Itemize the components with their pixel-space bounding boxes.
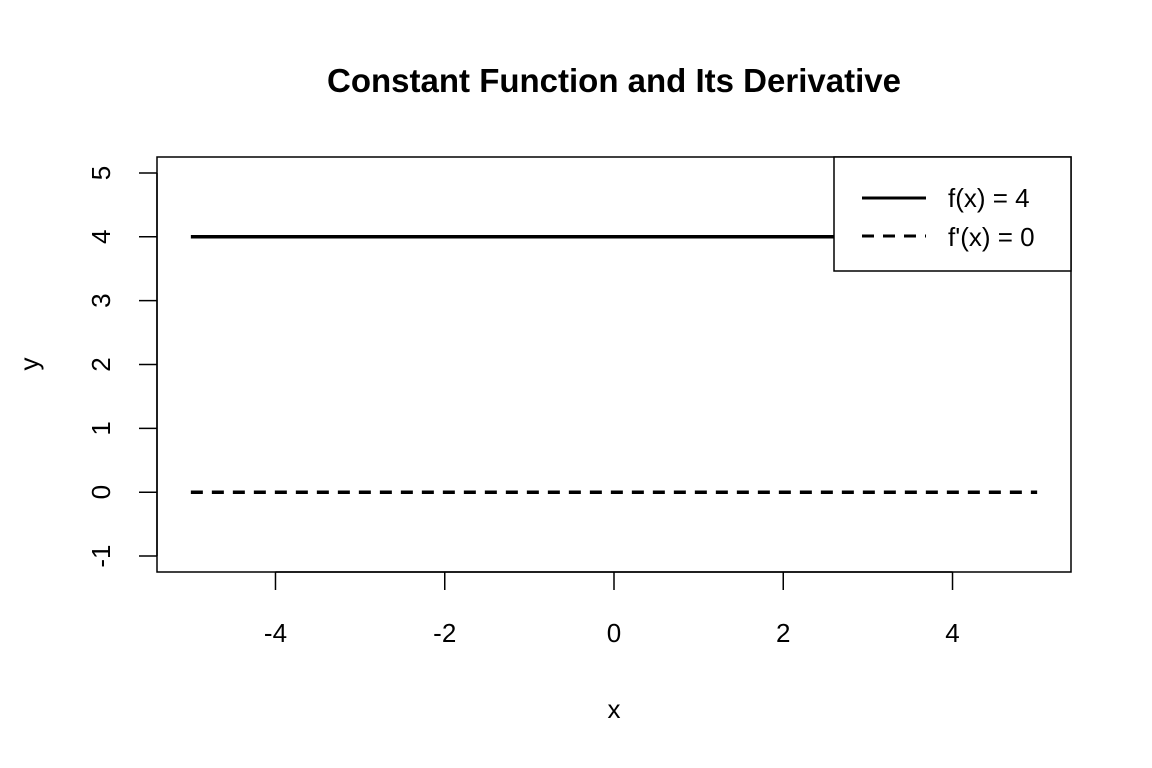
- series-layer: [190, 235, 1038, 494]
- y-tick-label: 2: [86, 357, 116, 371]
- chart-title: Constant Function and Its Derivative: [327, 62, 901, 99]
- x-tick-label: 2: [776, 618, 790, 648]
- legend-label-f: f(x) = 4: [948, 183, 1030, 213]
- y-tick-label: 1: [86, 421, 116, 435]
- y-axis-label: y: [14, 358, 44, 371]
- y-axis: -1 0 1 2 3 4 5: [86, 166, 158, 568]
- x-axis: -4 -2 0 2 4: [264, 571, 960, 648]
- y-tick-label: 0: [86, 485, 116, 499]
- x-tick-label: 0: [607, 618, 621, 648]
- y-tick-label: -1: [86, 544, 116, 567]
- x-tick-label: -2: [433, 618, 456, 648]
- y-tick-label: 3: [86, 293, 116, 307]
- x-tick-label: 4: [945, 618, 959, 648]
- x-tick-label: -4: [264, 618, 287, 648]
- legend-box: [833, 156, 1072, 272]
- x-axis-label: x: [608, 694, 621, 724]
- y-tick-label: 4: [86, 230, 116, 244]
- legend-label-fprime: f'(x) = 0: [948, 222, 1035, 252]
- legend: f(x) = 4 f'(x) = 0: [833, 156, 1072, 272]
- y-tick-label: 5: [86, 166, 116, 180]
